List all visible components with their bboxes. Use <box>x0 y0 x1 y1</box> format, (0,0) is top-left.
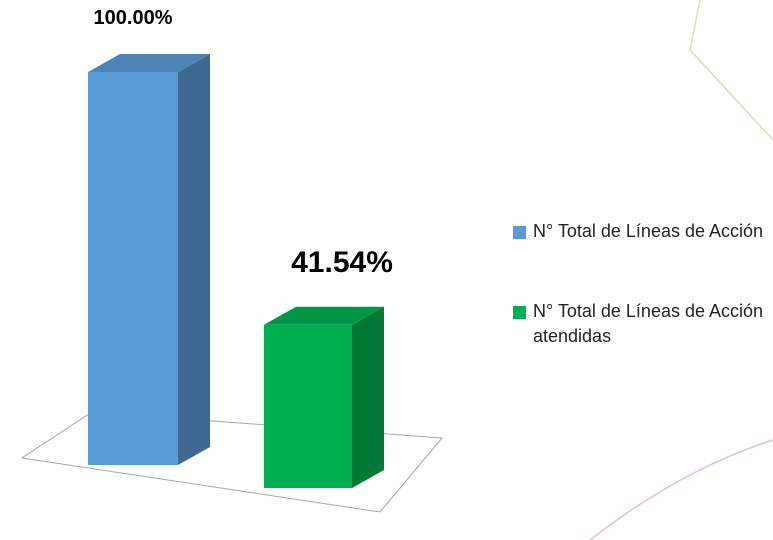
decor-curve <box>589 439 773 540</box>
legend-swatch <box>513 306 526 319</box>
legend-label: N° Total de Líneas de Acción <box>533 221 764 241</box>
legend-swatch <box>513 226 526 239</box>
value-label: 100.00% <box>94 7 173 29</box>
legend-item: N° Total de Líneas de Acción atendidas <box>513 299 768 349</box>
legend-item: N° Total de Líneas de Acción <box>513 219 768 244</box>
bar-side <box>352 306 384 488</box>
bar-top <box>88 54 210 72</box>
bar-top <box>264 306 384 325</box>
bar-side <box>178 54 210 465</box>
bar <box>264 306 384 488</box>
bar-front <box>88 72 178 465</box>
decor-line <box>689 0 773 141</box>
bar-front <box>264 324 352 488</box>
legend-label: N° Total de Líneas de Acción atendidas <box>533 301 764 346</box>
value-label: 41.54% <box>291 246 393 279</box>
bar <box>88 54 210 465</box>
